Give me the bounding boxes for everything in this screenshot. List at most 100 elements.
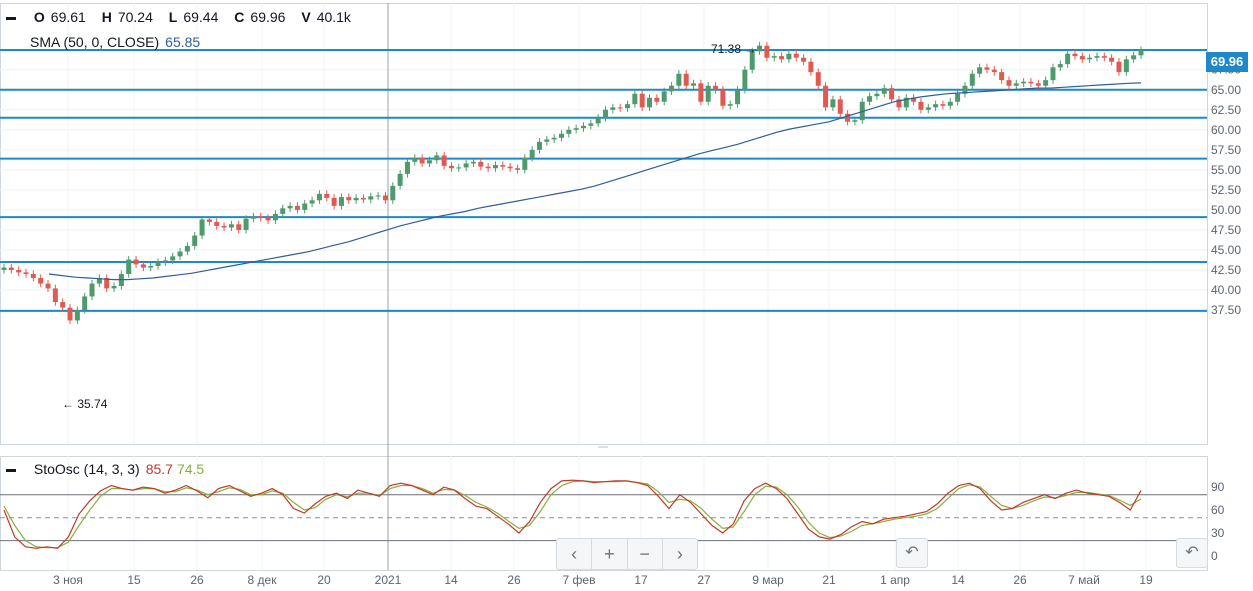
sma-label: SMA (50, 0, CLOSE) [30, 34, 160, 50]
candle-body [23, 272, 29, 274]
low-marker-label: ← 35.74 [62, 397, 108, 411]
sto-tick-label: 60 [1211, 503, 1225, 517]
time-tick-label: 7 фев [563, 573, 596, 587]
time-tick-label: 20 [317, 573, 331, 587]
reset-scale-button[interactable]: ↶ [1176, 538, 1208, 568]
candle-body [170, 256, 176, 261]
low-label: L [168, 9, 178, 25]
candle-body [419, 157, 425, 164]
candle-body [991, 69, 997, 73]
candle-body [1013, 83, 1019, 86]
candle-body [676, 73, 682, 86]
candle-body [448, 165, 454, 169]
candle-body [867, 96, 873, 102]
volume-label: V [301, 9, 311, 25]
candle-body [8, 267, 14, 270]
scroll-left-button[interactable]: ‹ [557, 539, 593, 569]
candle-body [89, 283, 95, 297]
candle-body [206, 219, 212, 222]
candle-body [155, 261, 161, 266]
time-tick-label: 17 [634, 573, 648, 587]
high-marker-label: 71.38 → [711, 42, 756, 56]
candle-body [38, 277, 44, 284]
candle-body [654, 97, 660, 102]
candle-body [1131, 55, 1137, 60]
candle-body [815, 72, 821, 86]
candle-body [1101, 56, 1107, 58]
candle-body [404, 161, 410, 174]
time-tick-label: 7 май [1068, 573, 1100, 587]
candle-body [595, 117, 601, 124]
candle-body [830, 99, 836, 108]
sto-k-line [3, 479, 1142, 549]
candle-body [793, 53, 799, 58]
reset-zoom-button[interactable]: ↶ [896, 538, 928, 568]
candle-body [544, 139, 550, 142]
candle-body [514, 168, 520, 170]
candle-body [940, 104, 946, 106]
candle-body [903, 97, 909, 108]
candle-body [133, 259, 139, 265]
candle-body [603, 109, 609, 118]
candle-body [470, 161, 476, 164]
candle-body [837, 99, 843, 114]
candle-body [947, 101, 953, 106]
candle-body [632, 93, 638, 105]
candle-body [316, 193, 322, 201]
candle-body [162, 260, 168, 262]
candle-body [779, 56, 785, 60]
candle-body [705, 85, 711, 102]
candle-body [727, 104, 733, 106]
sto-d-value: 74.5 [176, 461, 205, 477]
candle-body [1123, 59, 1129, 73]
candle-body [243, 218, 249, 230]
zoom-in-button[interactable]: + [592, 539, 628, 569]
candle-body [82, 296, 88, 311]
candle-body [382, 195, 388, 201]
candle-body [287, 205, 293, 209]
zoom-out-button[interactable]: − [628, 539, 663, 569]
candle-body [214, 221, 220, 226]
price-tick-label: 52.50 [1211, 183, 1241, 197]
candle-body [749, 51, 755, 70]
candle-body [1094, 56, 1100, 58]
candle-body [426, 160, 432, 164]
candle-body [177, 251, 183, 257]
time-tick-label: 1 апр [880, 573, 910, 587]
scroll-right-button[interactable]: › [676, 544, 683, 564]
time-tick-label: 27 [697, 573, 711, 587]
time-tick-label: 19 [1139, 573, 1153, 587]
candle-body [148, 265, 154, 268]
candle-body [104, 277, 110, 289]
candle-body [683, 73, 689, 86]
collapse-icon[interactable] [6, 16, 16, 20]
candle-body [74, 310, 80, 321]
candle-body [573, 128, 579, 130]
candle-body [1116, 61, 1122, 73]
candle-body [507, 166, 513, 169]
sto-legend[interactable]: StoOsc (14, 3, 3) 85.7 74.5 [6, 461, 204, 477]
candle-body [874, 93, 880, 97]
candle-body [566, 129, 572, 134]
candle-body [661, 91, 667, 102]
candle-body [911, 97, 917, 102]
sma-legend[interactable]: SMA (50, 0, CLOSE) 65.85 [30, 34, 200, 50]
candle-body [60, 302, 66, 308]
candle-body [360, 197, 366, 200]
sto-collapse-icon[interactable] [6, 468, 16, 472]
volume-value: 40.1k [316, 9, 351, 25]
candle-body [823, 85, 829, 108]
candle-body [720, 89, 726, 106]
candle-body [478, 161, 484, 167]
candle-body [999, 72, 1005, 81]
candle-body [925, 107, 931, 110]
candle-body [45, 283, 51, 289]
candle-body [221, 225, 227, 228]
price-tick-label: 57.50 [1211, 143, 1241, 157]
candle-body [742, 69, 748, 90]
candle-body [713, 85, 719, 90]
open-label: O [33, 9, 45, 25]
zoom-controls: ‹ + − › [556, 538, 698, 570]
sto-panel-border [0, 456, 1208, 571]
